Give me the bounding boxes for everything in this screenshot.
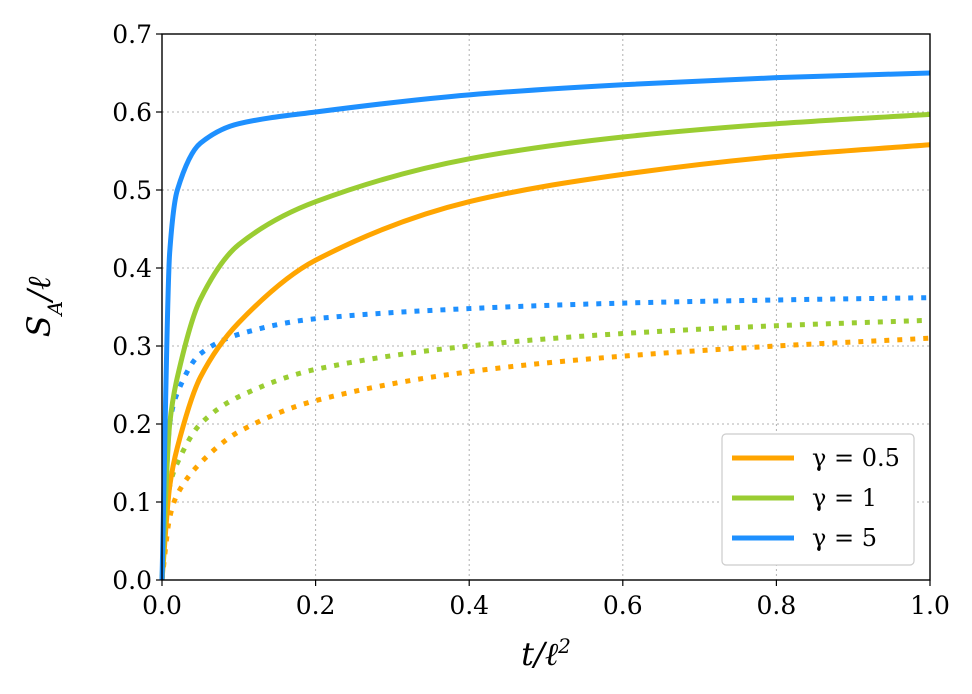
y-tick-label: 0.0 [112, 566, 152, 595]
y-axis-label: SA/ℓ [20, 276, 67, 337]
series-2-solid [159, 70, 931, 581]
x-tick-label: 1.0 [910, 591, 950, 620]
y-tick-label: 0.1 [112, 488, 152, 517]
x-axis-label: t/ℓ2 [521, 634, 571, 673]
legend-label-0: γ = 0.5 [812, 444, 900, 472]
legend-label-2: γ = 5 [812, 524, 877, 552]
plot-frame [161, 33, 931, 581]
series-0-solid [159, 142, 931, 581]
y-tick-label: 0.3 [112, 332, 152, 361]
ticks: 0.0 0.2 0.4 0.6 0.8 1.0 0.0 0.1 0.2 0.3 0.4 0.5 0.6 0… [112, 20, 950, 620]
legend: γ = 0.5 γ = 1 γ = 5 [721, 433, 915, 566]
x-tick-label: 0.2 [296, 591, 336, 620]
y-tick-label: 0.7 [112, 20, 152, 49]
legend-box [721, 433, 915, 566]
legend-entries: γ = 0.5 γ = 1 γ = 5 [732, 444, 900, 552]
legend-label-1: γ = 1 [812, 484, 877, 512]
y-tick-label: 0.6 [112, 98, 152, 127]
x-tick-label: 0.4 [449, 591, 489, 620]
x-tick-label: 0.8 [757, 591, 797, 620]
y-tick-label: 0.5 [112, 176, 152, 205]
series-3-dotted [159, 335, 931, 581]
x-tick-label: 0.6 [603, 591, 643, 620]
x-tick-label: 0.0 [142, 591, 182, 620]
y-tick-label: 0.4 [112, 254, 152, 283]
series-layer [159, 70, 931, 581]
series-1-solid [159, 111, 931, 581]
y-tick-label: 0.2 [112, 410, 152, 439]
